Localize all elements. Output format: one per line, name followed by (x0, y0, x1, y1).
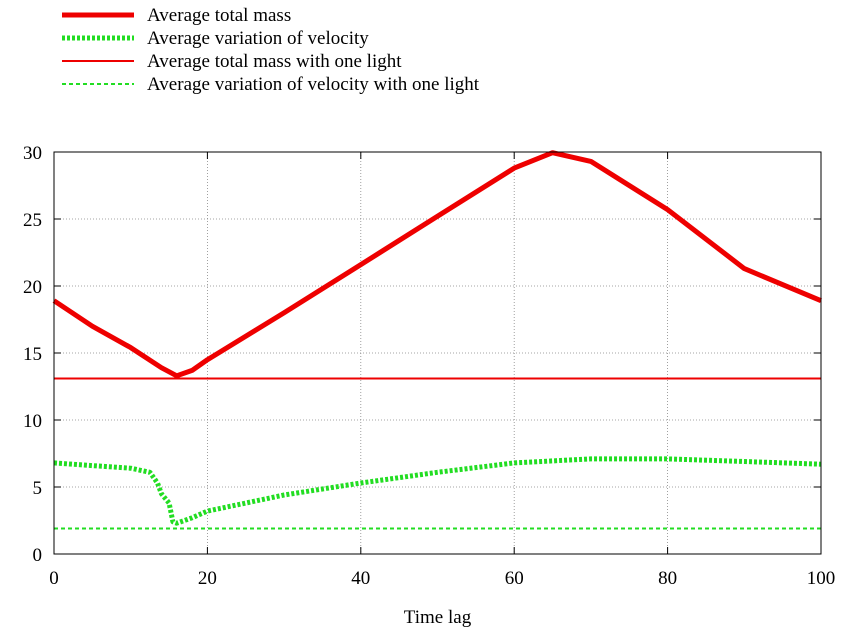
x-tick-label: 80 (658, 568, 677, 589)
x-axis-title: Time lag (404, 607, 472, 628)
x-tick-label: 0 (49, 568, 59, 589)
x-tick-label: 40 (351, 568, 370, 589)
x-tick-label: 60 (505, 568, 524, 589)
legend-label-2: Average variation of velocity (147, 28, 369, 49)
series-line-2 (53, 456, 822, 526)
y-tick-label: 0 (33, 545, 43, 566)
series-line-1 (52, 150, 822, 379)
x-tick-label: 100 (807, 568, 836, 589)
y-tick-label: 10 (23, 411, 42, 432)
tick-group: 0 20 40 60 80 100 0 5 10 15 20 25 30 (23, 143, 835, 589)
y-tick-label: 25 (23, 210, 42, 231)
x-tick-label: 20 (198, 568, 217, 589)
grid (54, 152, 821, 554)
y-tick-label: 5 (33, 478, 43, 499)
legend-label-3: Average total mass with one light (147, 51, 402, 72)
series-group (52, 150, 822, 530)
legend-label-4: Average variation of velocity with one l… (147, 74, 480, 95)
legend-label-1: Average total mass (147, 5, 291, 26)
y-tick-label: 30 (23, 143, 42, 164)
y-tick-label: 20 (23, 277, 42, 298)
y-tick-label: 15 (23, 344, 42, 365)
